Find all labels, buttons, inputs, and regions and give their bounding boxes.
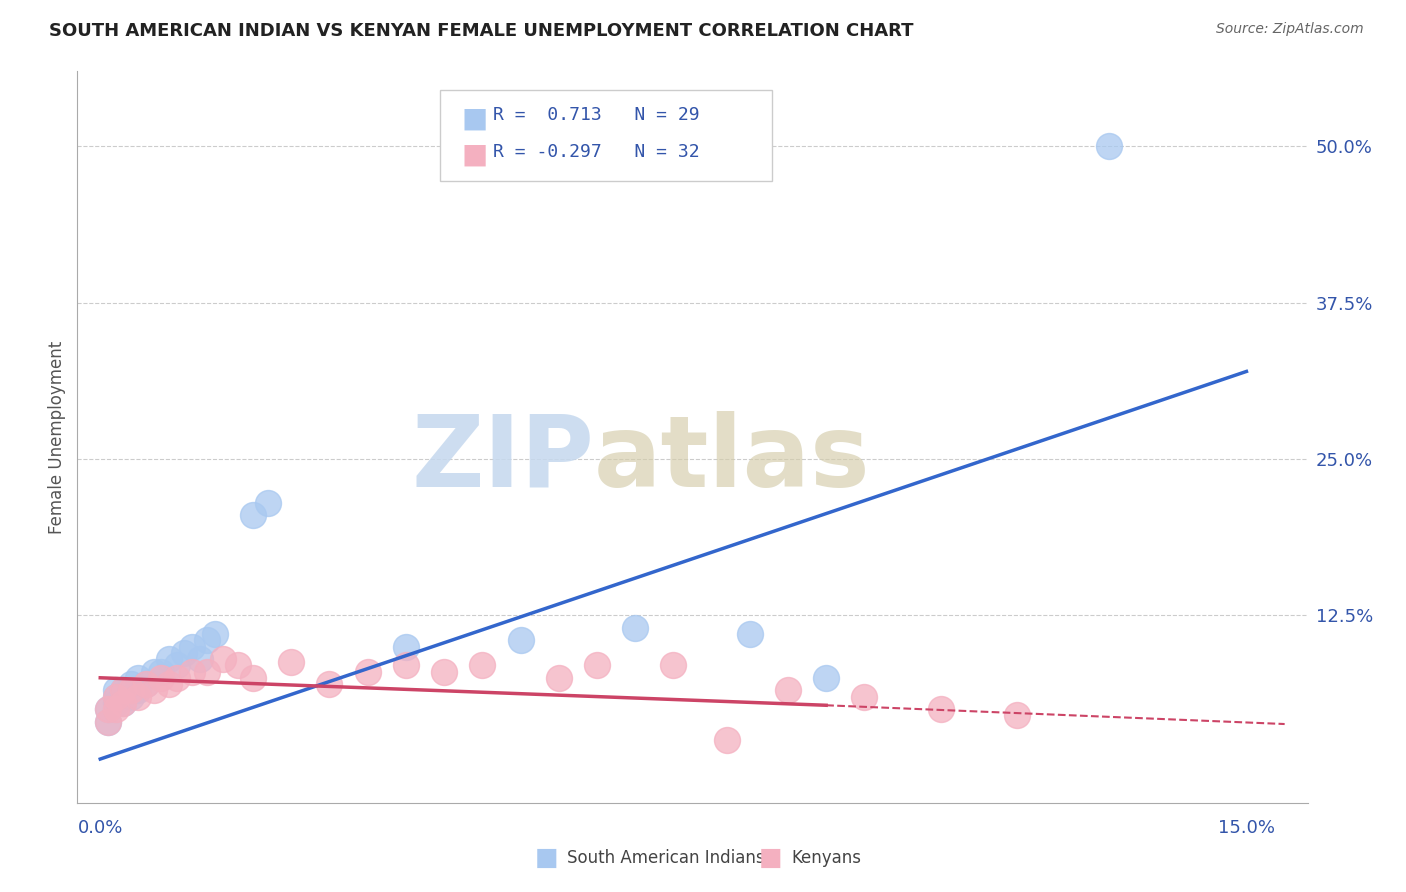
Point <box>166 658 188 673</box>
Point <box>104 702 127 716</box>
Point <box>195 665 218 679</box>
Point <box>97 702 120 716</box>
Point <box>142 683 165 698</box>
Point <box>195 633 218 648</box>
Point <box>120 683 142 698</box>
Point <box>188 652 211 666</box>
Point <box>776 683 799 698</box>
Point <box>104 683 127 698</box>
Point <box>166 671 188 685</box>
Point <box>112 696 135 710</box>
Point <box>433 665 456 679</box>
Point <box>97 702 120 716</box>
Text: ■: ■ <box>461 104 488 132</box>
Point <box>112 683 135 698</box>
FancyBboxPatch shape <box>440 90 772 181</box>
Point <box>624 621 647 635</box>
Point <box>242 508 264 523</box>
Point <box>150 665 173 679</box>
Point <box>547 671 569 685</box>
Text: South American Indians: South American Indians <box>567 849 765 867</box>
Point <box>280 655 302 669</box>
Point <box>471 658 494 673</box>
Point <box>509 633 531 648</box>
Point <box>142 665 165 679</box>
Point <box>135 677 157 691</box>
Text: atlas: atlas <box>595 410 870 508</box>
Point <box>173 646 195 660</box>
Point <box>815 671 838 685</box>
Point <box>97 714 120 729</box>
Point <box>211 652 233 666</box>
Point <box>1098 139 1121 153</box>
Text: Source: ZipAtlas.com: Source: ZipAtlas.com <box>1216 22 1364 37</box>
Point <box>395 640 418 654</box>
Point <box>853 690 876 704</box>
Point <box>716 733 738 747</box>
Point <box>112 696 135 710</box>
Point <box>127 683 149 698</box>
Point <box>357 665 380 679</box>
Point <box>127 690 149 704</box>
Point <box>127 671 149 685</box>
Y-axis label: Female Unemployment: Female Unemployment <box>48 341 66 533</box>
Point <box>157 652 180 666</box>
Point <box>395 658 418 673</box>
Point <box>738 627 761 641</box>
Point <box>135 677 157 691</box>
Point <box>150 671 173 685</box>
Text: ■: ■ <box>461 141 488 169</box>
Point <box>104 696 127 710</box>
Point <box>204 627 226 641</box>
Point <box>112 683 135 698</box>
Point <box>257 496 280 510</box>
Point <box>157 677 180 691</box>
Text: Kenyans: Kenyans <box>792 849 862 867</box>
Point <box>120 677 142 691</box>
Point <box>226 658 249 673</box>
Point <box>181 640 204 654</box>
Text: ■: ■ <box>759 847 783 870</box>
Point <box>662 658 685 673</box>
Text: R = -0.297   N = 32: R = -0.297 N = 32 <box>494 143 700 161</box>
Point <box>929 702 952 716</box>
Point <box>1005 708 1028 723</box>
Text: R =  0.713   N = 29: R = 0.713 N = 29 <box>494 106 700 125</box>
Text: SOUTH AMERICAN INDIAN VS KENYAN FEMALE UNEMPLOYMENT CORRELATION CHART: SOUTH AMERICAN INDIAN VS KENYAN FEMALE U… <box>49 22 914 40</box>
Point <box>181 665 204 679</box>
Point <box>318 677 340 691</box>
Point <box>104 690 127 704</box>
Point <box>104 690 127 704</box>
Text: 15.0%: 15.0% <box>1218 819 1275 837</box>
Text: 0.0%: 0.0% <box>77 819 122 837</box>
Point <box>97 714 120 729</box>
Point <box>120 690 142 704</box>
Text: ■: ■ <box>534 847 558 870</box>
Text: ZIP: ZIP <box>411 410 595 508</box>
Point <box>586 658 609 673</box>
Point <box>242 671 264 685</box>
